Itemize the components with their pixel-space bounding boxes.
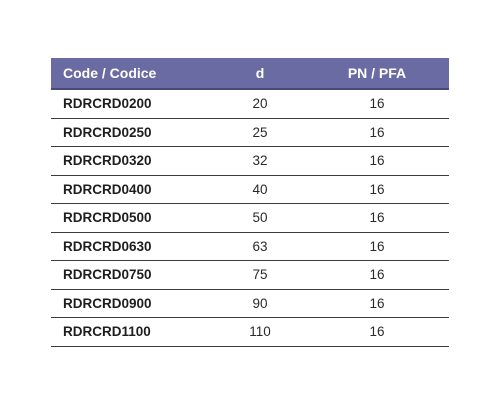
column-header-diameter: d <box>211 58 301 90</box>
cell-pressure: 16 <box>301 260 449 290</box>
product-code-table: Code / Codice d PN / PFA RDRCRD0200 20 1… <box>51 58 449 347</box>
column-header-pressure: PN / PFA <box>301 58 449 90</box>
cell-code: RDRCRD0400 <box>51 175 211 204</box>
table-row: RDRCRD0750 75 16 <box>51 260 449 290</box>
cell-diameter: 50 <box>211 203 301 233</box>
cell-diameter: 40 <box>211 175 301 204</box>
cell-pressure: 16 <box>301 203 449 233</box>
cell-diameter: 25 <box>211 118 301 147</box>
cell-diameter: 90 <box>211 289 301 318</box>
cell-code: RDRCRD1100 <box>51 317 211 347</box>
cell-pressure: 16 <box>301 146 449 176</box>
table-body: RDRCRD0200 20 16 RDRCRD0250 25 16 RDRCRD… <box>51 89 449 347</box>
cell-code: RDRCRD0750 <box>51 260 211 290</box>
cell-diameter: 63 <box>211 232 301 261</box>
cell-code: RDRCRD0200 <box>51 89 211 119</box>
table-row: RDRCRD0250 25 16 <box>51 118 449 147</box>
cell-pressure: 16 <box>301 118 449 147</box>
cell-pressure: 16 <box>301 289 449 318</box>
table-row: RDRCRD0500 50 16 <box>51 203 449 233</box>
column-header-code: Code / Codice <box>51 58 211 90</box>
table-row: RDRCRD1100 110 16 <box>51 317 449 347</box>
cell-code: RDRCRD0500 <box>51 203 211 233</box>
cell-diameter: 20 <box>211 89 301 119</box>
cell-pressure: 16 <box>301 317 449 347</box>
cell-diameter: 32 <box>211 146 301 176</box>
cell-diameter: 110 <box>211 317 301 347</box>
cell-code: RDRCRD0250 <box>51 118 211 147</box>
table-row: RDRCRD0400 40 16 <box>51 175 449 204</box>
table-row: RDRCRD0900 90 16 <box>51 289 449 318</box>
table-row: RDRCRD0320 32 16 <box>51 146 449 176</box>
cell-pressure: 16 <box>301 232 449 261</box>
table-row: RDRCRD0630 63 16 <box>51 232 449 261</box>
cell-diameter: 75 <box>211 260 301 290</box>
header-row: Code / Codice d PN / PFA <box>51 58 449 90</box>
cell-code: RDRCRD0900 <box>51 289 211 318</box>
table-header: Code / Codice d PN / PFA <box>51 58 449 90</box>
cell-code: RDRCRD0630 <box>51 232 211 261</box>
cell-pressure: 16 <box>301 89 449 119</box>
cell-pressure: 16 <box>301 175 449 204</box>
table-row: RDRCRD0200 20 16 <box>51 89 449 119</box>
cell-code: RDRCRD0320 <box>51 146 211 176</box>
